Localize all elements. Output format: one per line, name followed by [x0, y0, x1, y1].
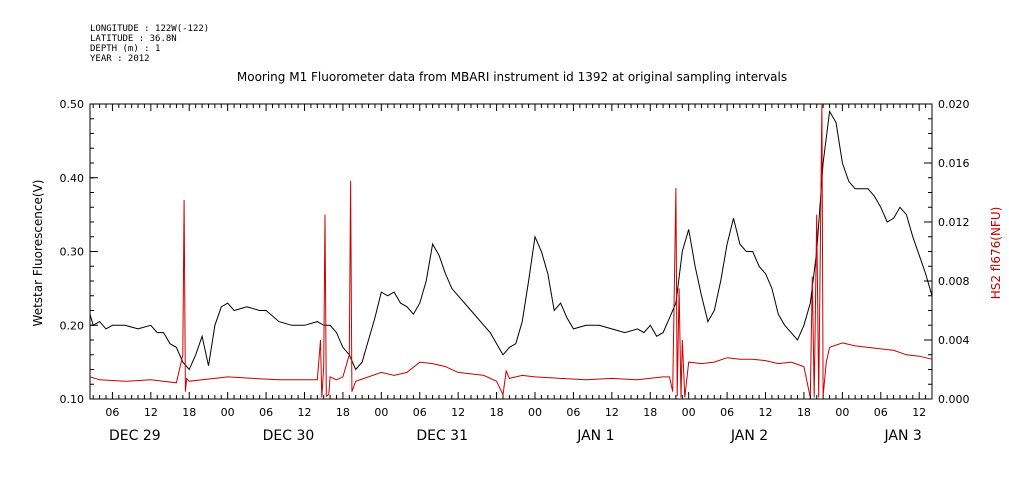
y-right-tick-label: 0.016 — [938, 157, 970, 170]
header-depth: DEPTH (m) : 1 — [90, 44, 160, 54]
x-tick-label: 18 — [336, 406, 350, 419]
x-tick-label: 06 — [720, 406, 734, 419]
y-left-tick-label: 0.30 — [60, 246, 85, 259]
x-tick-label: 00 — [374, 406, 388, 419]
y-left-tick-label: 0.40 — [60, 172, 85, 185]
y-right-tick-label: 0.008 — [938, 275, 970, 288]
x-tick-label: 18 — [797, 406, 811, 419]
y-right-tick-label: 0.004 — [938, 334, 970, 347]
x-tick-label: 06 — [413, 406, 427, 419]
y-axis-left-label: Wetstar Fluorescence(V) — [31, 180, 45, 327]
plot-frame — [89, 103, 933, 400]
x-tick-label: 18 — [182, 406, 196, 419]
x-tick-label: 00 — [835, 406, 849, 419]
x-day-label: DEC 31 — [416, 428, 468, 444]
x-tick-label: 12 — [605, 406, 619, 419]
header-year: YEAR : 2012 — [90, 54, 150, 64]
y-axis-right-label: HS2 fl676(NFU) — [989, 207, 1003, 300]
x-tick-label: 06 — [874, 406, 888, 419]
y-right-tick-label: 0.000 — [938, 393, 970, 406]
x-day-label: JAN 1 — [576, 428, 614, 444]
header-longitude: LONGITUDE : 122W(-122) — [90, 24, 209, 34]
y-left-tick-label: 0.10 — [60, 393, 85, 406]
chart-title: Mooring M1 Fluorometer data from MBARI i… — [237, 70, 787, 84]
plot-area — [89, 103, 933, 400]
y-left-tick-label: 0.50 — [60, 98, 85, 111]
y-right-tick-label: 0.020 — [938, 98, 970, 111]
axes-layer: 06 12 18 00 06 12 18 00 06 12 18 00 06 12 18 00 06 12 18 00… — [60, 98, 970, 444]
hs2-series-line — [89, 103, 933, 398]
x-day-label: JAN 3 — [884, 428, 922, 444]
x-tick-label: 00 — [221, 406, 235, 419]
header-latitude: LATITUDE : 36.8N — [90, 34, 177, 44]
x-tick-label: 12 — [451, 406, 465, 419]
series-layer — [89, 103, 933, 398]
y-left-tick-label: 0.20 — [60, 319, 85, 332]
x-tick-label: 06 — [105, 406, 119, 419]
x-day-label: DEC 29 — [109, 428, 161, 444]
y-right-tick-label: 0.012 — [938, 216, 970, 229]
x-tick-label: 18 — [643, 406, 657, 419]
x-tick-label: 12 — [298, 406, 312, 419]
x-tick-label: 18 — [490, 406, 504, 419]
x-tick-label: 06 — [259, 406, 273, 419]
x-tick-label: 06 — [566, 406, 580, 419]
x-tick-label: 12 — [144, 406, 158, 419]
x-tick-label: 00 — [528, 406, 542, 419]
x-day-label: DEC 30 — [263, 428, 315, 444]
x-tick-label: 12 — [759, 406, 773, 419]
wetstar-series-line — [89, 109, 933, 371]
x-tick-label: 12 — [912, 406, 926, 419]
x-tick-label: 00 — [682, 406, 696, 419]
x-day-label: JAN 2 — [730, 428, 768, 444]
